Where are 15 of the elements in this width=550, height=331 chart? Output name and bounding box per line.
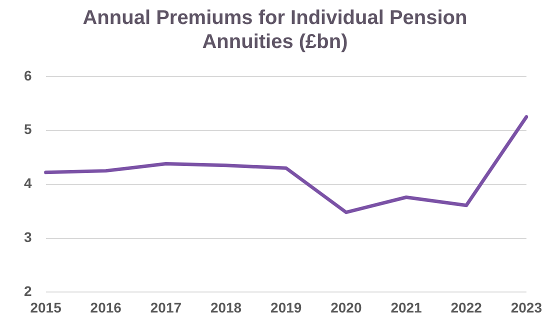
x-tick-label: 2018	[210, 299, 242, 316]
chart-title: Annual Premiums for Individual Pension Annuities (£bn)	[82, 6, 468, 54]
y-tick-label: 4	[24, 175, 32, 192]
x-tick-label: 2019	[270, 299, 302, 316]
y-tick-label: 2	[24, 283, 32, 300]
x-tick-label: 2021	[390, 299, 422, 316]
x-tick-label: 2020	[330, 299, 362, 316]
x-tick-label: 2016	[90, 299, 122, 316]
y-tick-label: 5	[24, 121, 32, 138]
x-tick-label: 2015	[30, 299, 62, 316]
y-tick-label: 3	[24, 229, 32, 246]
y-tick-label: 6	[24, 67, 32, 84]
x-tick-label: 2022	[450, 299, 482, 316]
x-tick-label: 2017	[150, 299, 182, 316]
x-tick-label: 2023	[510, 299, 542, 316]
